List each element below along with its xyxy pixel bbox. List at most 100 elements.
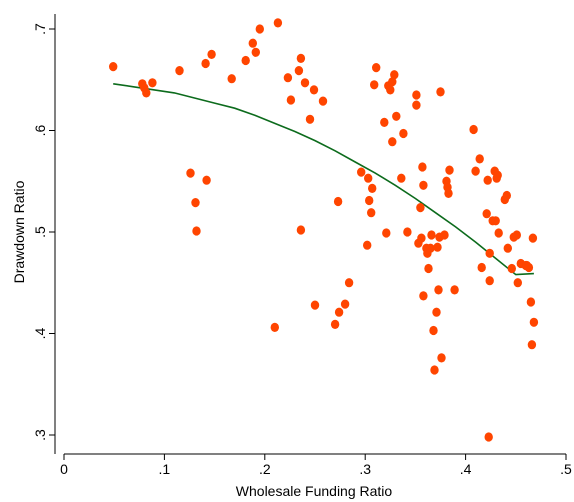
scatter-point <box>502 190 511 201</box>
scatter-point <box>390 70 399 80</box>
scatter-point <box>296 53 306 64</box>
scatter-point <box>397 173 406 183</box>
scatter-point <box>388 77 397 87</box>
scatter-point <box>344 278 354 288</box>
scatter-point <box>527 340 537 350</box>
scatter-point <box>507 263 516 274</box>
scatter-point <box>330 319 340 329</box>
scatter-point <box>433 242 442 252</box>
scatter-point <box>386 85 395 95</box>
scatter-point <box>388 137 397 147</box>
scatter-point <box>471 166 480 176</box>
scatter-point <box>142 88 151 98</box>
scatter-point <box>310 300 320 310</box>
scatter-point <box>399 128 408 139</box>
scatter-point <box>445 165 454 175</box>
x-tick-label: .3 <box>359 461 371 477</box>
scatter-point <box>430 365 439 375</box>
scatter-point <box>382 228 391 238</box>
scatter-point <box>403 227 412 237</box>
scatter-point <box>363 240 372 250</box>
points-layer <box>109 18 539 442</box>
scatter-point <box>485 248 494 258</box>
scatter-point <box>255 24 264 34</box>
scatter-point <box>429 325 438 336</box>
scatter-point <box>191 198 200 208</box>
scatter-point <box>412 90 421 100</box>
scatter-point <box>419 180 428 190</box>
scatter-point <box>309 85 319 95</box>
scatter-point <box>491 216 500 226</box>
y-tick-label: .6 <box>32 124 48 136</box>
scatter-point <box>444 188 453 198</box>
scatter-point <box>273 18 283 28</box>
scatter-point <box>483 175 492 185</box>
x-tick-label: .4 <box>460 461 472 477</box>
scatter-point <box>440 230 449 240</box>
fit-line-layer <box>113 83 534 276</box>
scatter-point <box>300 78 310 88</box>
x-tick-label: .5 <box>560 461 572 477</box>
scatter-point <box>417 233 426 243</box>
scatter-point <box>357 167 366 177</box>
scatter-point <box>485 276 494 286</box>
scatter-point <box>372 63 381 73</box>
scatter-point <box>368 183 377 193</box>
scatter-point <box>437 353 446 363</box>
scatter-point <box>503 243 512 253</box>
scatter-point <box>227 74 236 84</box>
scatter-point <box>436 87 445 97</box>
scatter-point <box>192 226 201 236</box>
scatter-point <box>450 285 459 295</box>
x-tick-label: 0 <box>60 461 68 477</box>
scatter-point <box>426 243 435 253</box>
scatter-point <box>175 66 184 76</box>
scatter-point <box>412 100 421 110</box>
scatter-point <box>333 196 343 207</box>
y-tick-label: .3 <box>32 429 48 441</box>
scatter-point <box>432 307 441 317</box>
scatter-point <box>392 111 401 121</box>
scatter-point <box>364 173 373 183</box>
scatter-point <box>493 170 502 180</box>
scatter-point <box>286 95 296 105</box>
scatter-point <box>109 62 118 72</box>
scatter-point <box>416 203 425 213</box>
scatter-point <box>528 233 538 243</box>
scatter-point <box>148 78 157 88</box>
y-tick-label: .4 <box>32 327 48 339</box>
scatter-point <box>494 228 503 238</box>
scatter-point <box>482 209 491 219</box>
scatter-point <box>529 317 539 327</box>
scatter-point <box>296 225 306 235</box>
scatter-point <box>434 285 443 295</box>
scatter-point <box>512 230 521 240</box>
y-tick-label: .7 <box>32 23 48 35</box>
scatter-point <box>477 262 486 273</box>
x-tick-label: .2 <box>259 461 271 477</box>
scatter-point <box>318 96 328 106</box>
axes: 0 .1 .2 .3 .4 .5 .3 .4 .5 .6 .7 <box>32 14 572 477</box>
scatter-point <box>201 58 210 69</box>
scatter-point <box>380 117 389 127</box>
scatter-point <box>340 299 350 309</box>
scatter-point <box>207 49 216 60</box>
scatter-point <box>513 278 522 288</box>
scatter-point <box>334 307 344 317</box>
scatter-point <box>202 175 211 185</box>
scatter-point <box>418 162 427 172</box>
scatter-point <box>526 297 536 307</box>
scatter-point <box>427 230 436 240</box>
scatter-point <box>270 322 279 332</box>
scatter-point <box>241 55 250 66</box>
scatter-point <box>294 66 304 76</box>
x-axis-label: Wholesale Funding Ratio <box>236 483 393 499</box>
x-tick-label: .1 <box>159 461 171 477</box>
scatter-point <box>248 38 257 48</box>
y-axis-label: Drawdown Ratio <box>11 180 27 283</box>
scatter-point <box>367 208 376 218</box>
scatter-point <box>283 73 293 83</box>
scatter-point <box>365 195 374 206</box>
